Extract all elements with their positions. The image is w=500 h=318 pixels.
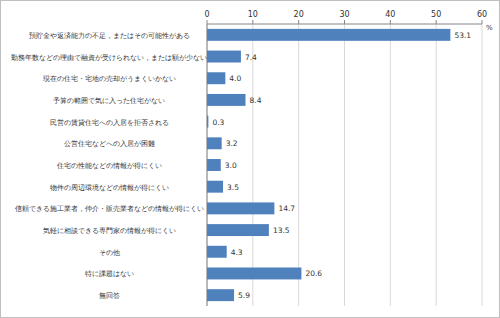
data-label: 3.2 [226, 139, 238, 148]
category-label: 気軽に相談できる専門家の情報が得にくい [43, 227, 176, 235]
bar [207, 29, 450, 41]
grid-line [482, 24, 483, 306]
data-label: 3.0 [225, 161, 237, 170]
chart-container: 0 10 20 30 40 50 60% 53.1 預貯金や返済能力の不足，またはその可能性があ… [0, 0, 500, 318]
data-label: 5.9 [238, 291, 250, 300]
tick-label: 60 [477, 10, 487, 19]
data-label: 4.3 [231, 248, 243, 257]
data-label: 7.4 [245, 53, 257, 62]
grid-line [298, 24, 299, 306]
tick-mark [298, 20, 299, 24]
tick-mark [207, 20, 208, 24]
chart-svg: 0 10 20 30 40 50 60% 53.1 預貯金や返済能力の不足，またはその可能性があ… [0, 0, 500, 318]
category-label: 予算の範囲で気に入った住宅がない [53, 97, 165, 105]
tick-mark [482, 20, 483, 24]
bar [207, 94, 246, 106]
grid-line [436, 24, 437, 306]
grid-line [344, 24, 345, 306]
category-label: 勤務年数などの理由で融資が受けられない，または額が少ない [11, 54, 207, 62]
category-label: その他 [99, 249, 120, 257]
tick-label: 0 [204, 10, 209, 19]
category-label: 民営の賃貸住宅への入居を拒否される [50, 119, 169, 127]
bar [207, 224, 269, 236]
bar [207, 181, 223, 193]
category-label: 信頼できる施工業者，仲介・販売業者などの情報が得にくい [15, 205, 204, 213]
category-label: 現在の住宅・宅地の売却がうまくいかない [43, 75, 176, 83]
grid-line [390, 24, 391, 306]
data-label: 0.3 [212, 118, 224, 127]
tick-label: 40 [385, 10, 395, 19]
tick-mark [344, 20, 345, 24]
tick-label: 30 [339, 10, 349, 19]
bar [207, 159, 221, 171]
bar [207, 246, 227, 258]
tick-label: 50 [431, 10, 441, 19]
tick-label: 20 [294, 10, 304, 19]
data-label: 3.5 [227, 183, 239, 192]
data-label: 53.1 [454, 31, 471, 40]
data-label: 8.4 [250, 96, 262, 105]
data-label: 13.5 [273, 226, 290, 235]
grid-line [252, 24, 253, 306]
tick-mark [436, 20, 437, 24]
tick-label: 10 [248, 10, 258, 19]
axis-unit: % [486, 24, 493, 32]
category-label: 無回答 [99, 292, 120, 300]
category-label: 特に課題はない [85, 270, 134, 278]
bar [207, 267, 301, 279]
bar [207, 289, 234, 301]
category-label: 物件の周辺環境などの情報が得にくい [50, 184, 169, 192]
data-label: 20.6 [305, 269, 322, 278]
x-axis-line [207, 24, 482, 25]
category-label: 預貯金や返済能力の不足，またはその可能性がある [29, 32, 190, 40]
tick-mark [252, 20, 253, 24]
category-label: 公営住宅などへの入居が困難 [64, 140, 155, 148]
data-label: 4.0 [229, 74, 241, 83]
bar [207, 137, 222, 149]
bar [207, 116, 208, 128]
bars [207, 29, 450, 301]
bar [207, 202, 274, 214]
tick-mark [390, 20, 391, 24]
category-label: 住宅の性能などの情報が得にくい [56, 162, 162, 170]
data-label: 14.7 [278, 204, 295, 213]
bar [207, 72, 225, 84]
bar [207, 51, 241, 63]
chart-border [1, 1, 500, 318]
